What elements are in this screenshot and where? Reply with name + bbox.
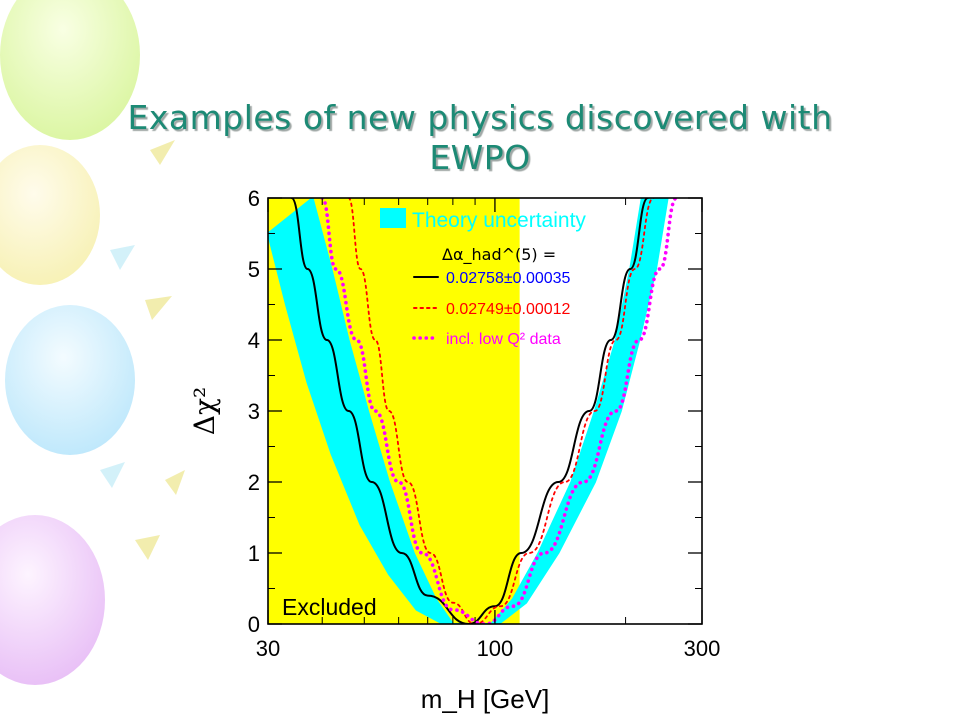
y-tick-label: 4 [248,328,260,353]
legend-header: Δα_had^(5) = [442,245,556,265]
slide-title: Examples of new physics discovered with … [0,98,960,178]
y-tick-label: 6 [248,186,260,211]
legend-label-3: incl. low Q² data [446,331,561,348]
y-axis-label: Δχ² [188,387,221,435]
x-tick-label: 100 [477,636,514,661]
y-tick-label: 1 [248,541,260,566]
legend-label-2: 0.02749±0.00012 [446,301,571,318]
y-tick-label: 2 [248,470,260,495]
legend-theory-label: Theory uncertainty [412,209,586,232]
y-tick-label: 0 [248,612,260,637]
y-tick-label: 3 [248,399,260,424]
legend-label-1: 0.02758±0.00035 [446,270,571,287]
excluded-label: Excluded [282,594,377,620]
y-tick-label: 5 [248,257,260,282]
series-line-1 [290,198,649,624]
slide-title-line-2: EWPO [429,138,531,177]
slide-title-line-1: Examples of new physics discovered with [127,98,833,137]
x-tick-label: 300 [684,636,721,661]
theory-uncertainty-band [268,198,669,624]
legend-swatch-theory [380,208,406,228]
x-axis-label: m_H [GeV] [421,684,550,714]
x-tick-label: 30 [256,636,280,661]
